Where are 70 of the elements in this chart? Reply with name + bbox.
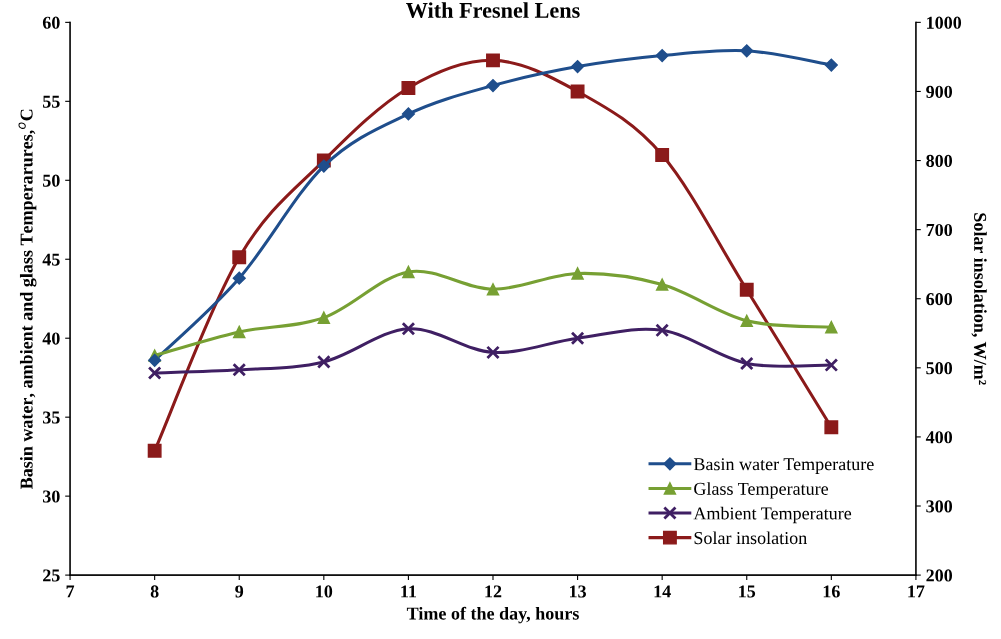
y-tick-label: 40 [42,332,60,345]
point [486,53,500,68]
y-tick-label: 30 [42,490,60,503]
y-axis-title: Basin water, ambient and glass Temperarures,$^{o}$C [18,109,37,490]
x-axis-title: Time of the day, hours [406,606,579,624]
y2-tick-label: 300 [926,500,953,513]
point [571,267,584,280]
x-tick-label: 8 [150,585,159,598]
point [402,265,415,279]
y2-tick-label: 1000 [927,16,962,29]
point [655,323,670,338]
y2-tick-label: 600 [926,292,953,306]
y2-tick-label: 200 [926,569,953,582]
point [148,353,162,367]
x-tick-label: 12 [485,585,502,598]
point [401,107,415,121]
x-tick-label: 17 [908,585,925,598]
point [486,283,500,296]
point [401,321,416,336]
point [825,320,838,334]
point [232,250,247,265]
point [655,278,669,291]
point [147,366,162,380]
y2-tick-label: 800 [926,154,953,167]
point [232,325,246,339]
point [401,81,416,95]
legend-label: Solar insolation [694,531,807,545]
legend-label: Basin water Temperature [693,458,874,474]
point [655,48,669,63]
y2-tick-label: 700 [926,223,953,237]
legend-label: Glass Temperature [694,482,829,499]
legend-label: Ambient Temperature [693,506,852,524]
y-tick-label: 60 [42,16,60,29]
point [739,282,754,297]
y-tick-label: 45 [42,253,60,266]
y-tick-label: 55 [43,95,60,108]
x-tick-label: 14 [654,585,671,598]
y2-tick-label: 900 [926,85,953,98]
point [740,44,754,58]
x-tick-label: 11 [401,585,417,598]
x-tick-label: 16 [823,585,840,598]
point [147,443,162,458]
chart-title: With Fresnel Lens [406,2,580,18]
point [824,358,839,373]
x-tick-label: 7 [66,585,75,598]
point [317,311,331,324]
y2-tick-label: 500 [926,362,953,375]
point [570,59,585,74]
x-tick-label: 10 [316,585,333,598]
y2-axis-title: Solar insolation, W/m² [971,213,987,385]
point [317,159,331,173]
point [655,148,670,162]
point [739,356,754,371]
point [486,345,500,360]
point [232,271,246,285]
point [824,58,838,72]
y-tick-label: 50 [43,174,60,187]
point [486,78,500,93]
point [232,362,247,377]
y-tick-label: 25 [43,569,60,582]
point [824,420,839,435]
x-tick-label: 9 [235,585,244,598]
point [316,354,331,369]
point [570,331,585,346]
point [740,314,753,328]
x-tick-label: 15 [739,585,756,598]
y-tick-label: 35 [42,411,60,424]
point [570,84,585,99]
y2-tick-label: 400 [925,431,953,444]
x-tick-label: 13 [570,585,586,598]
